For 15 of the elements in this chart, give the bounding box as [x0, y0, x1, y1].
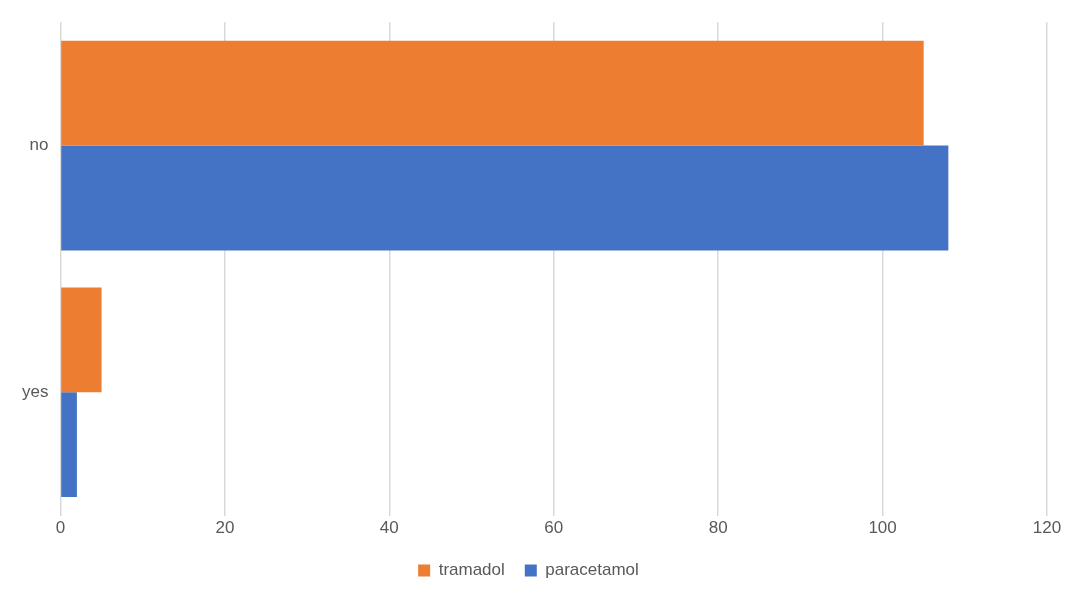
bar: [61, 40, 924, 146]
x-tick-label: 60: [544, 518, 564, 538]
x-tick-label: 120: [1032, 518, 1062, 538]
y-tick-label: no: [29, 135, 49, 155]
y-tick-label: yes: [21, 381, 49, 401]
bar: [61, 392, 77, 498]
x-tick-label: 40: [379, 518, 399, 538]
bar: [61, 287, 102, 393]
bar: [61, 145, 949, 251]
x-tick-label: 0: [55, 518, 66, 538]
x-tick-label: 80: [708, 518, 728, 538]
legend-label: paracetamol: [545, 560, 639, 580]
x-tick-label: 100: [868, 518, 897, 538]
x-tick-label: 20: [215, 518, 235, 538]
legend-label: tramadol: [438, 560, 505, 580]
